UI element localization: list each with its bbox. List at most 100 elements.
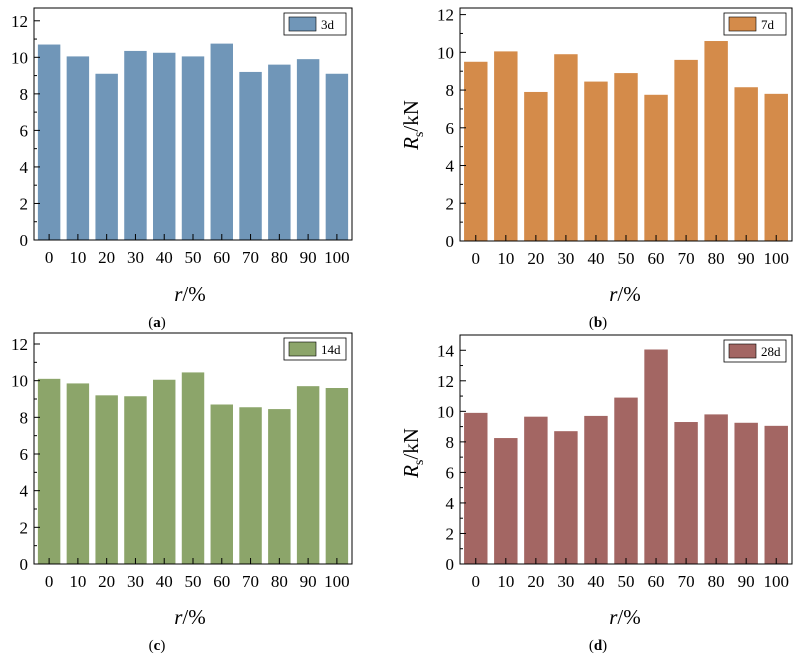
y-tick-label: 2 [20,518,29,537]
x-tick-label: 70 [678,249,695,268]
bar [296,386,320,564]
x-tick-label: 10 [69,248,86,267]
bar [494,438,518,564]
bar [764,425,788,564]
y-axis-variable: R [399,465,423,479]
x-axis-unit: /% [617,605,640,629]
bar [325,388,349,564]
x-tick-label: 30 [127,572,144,591]
legend-swatch [728,16,757,32]
y-tick-label: 6 [446,463,455,482]
bar [524,91,548,242]
y-tick-label: 6 [20,121,29,140]
y-tick-label: 0 [446,232,455,251]
bar [124,396,147,564]
panel-caption: (b) [589,315,607,331]
bar [644,349,668,564]
panel-b: 0 2 4 6 8 10 12 0 10 20 30 40 50 60 70 80 90 100 r/% Rs/kN 7… [399,6,793,331]
bar [296,59,320,241]
y-tick-label: 4 [20,482,29,501]
y-tick-label: 12 [11,12,28,31]
y-tick-label: 14 [437,341,455,360]
x-axis-title: r/% [174,282,206,306]
y-tick-label: 2 [446,524,455,543]
bar [554,431,578,564]
panel-caption: (d) [589,638,607,654]
y-tick-label: 10 [11,48,28,67]
panel-d: 0 2 4 6 8 10 12 14 0 10 20 30 40 50 60 70 80 90 100 r/% Rs/k… [399,334,793,654]
x-tick-label: 50 [618,572,635,591]
legend-label: 14d [321,342,341,357]
bar [181,372,205,564]
y-tick-label: 2 [446,194,455,213]
bar [95,395,118,564]
bar [210,43,233,241]
legend-label: 7d [761,17,775,32]
x-tick-label: 50 [618,249,635,268]
bar [239,407,262,564]
panel-caption: (a) [148,315,166,331]
x-axis-variable: r [174,282,183,306]
x-tick-label: 60 [648,572,665,591]
x-axis-title: r/% [609,605,641,629]
x-tick-label: 100 [763,249,789,268]
x-tick-label: 100 [763,572,789,591]
x-tick-label: 50 [185,248,202,267]
x-tick-label: 0 [472,249,481,268]
bar [95,73,118,240]
x-tick-label: 90 [300,248,317,267]
x-tick-label: 20 [527,249,544,268]
panel-c: 0 2 4 6 8 10 12 0 10 20 30 40 50 60 70 80 90 100 r/% 14d (c) [11,332,353,654]
bar [268,409,291,564]
y-tick-label: 12 [11,335,28,354]
y-tick-label: 4 [446,494,455,513]
legend-label: 3d [321,17,335,32]
x-tick-label: 80 [271,572,288,591]
x-tick-label: 10 [497,249,514,268]
y-tick-label: 8 [446,433,455,452]
y-tick-label: 6 [20,445,29,464]
x-axis-unit: /% [617,282,640,306]
bar [674,59,698,241]
x-tick-label: 10 [69,572,86,591]
bar [644,94,668,241]
bar [464,412,488,564]
bar [153,52,176,241]
bar [268,64,291,240]
x-axis-unit: /% [182,282,205,306]
x-tick-label: 70 [678,572,695,591]
y-tick-label: 4 [20,158,29,177]
legend: 3d [283,12,347,36]
bar [464,61,488,241]
x-tick-label: 30 [127,248,144,267]
bar [674,422,698,564]
x-tick-label: 100 [324,572,350,591]
panel-a: 0 2 4 6 8 10 12 0 10 20 30 40 50 60 70 80 90 100 r/% 3d (a) [11,7,353,331]
y-tick-label: 0 [20,555,29,574]
y-tick-label: 4 [446,157,455,176]
legend-label: 28d [761,344,781,359]
legend: 14d [283,337,347,361]
y-tick-label: 6 [446,119,455,138]
x-tick-label: 20 [98,572,115,591]
x-tick-label: 80 [708,249,725,268]
legend-swatch [728,343,757,359]
bar [153,379,176,564]
panel-caption: (c) [149,638,166,654]
legend-swatch [288,341,317,357]
x-tick-label: 30 [557,249,574,268]
bar [614,397,638,564]
x-tick-label: 0 [472,572,481,591]
x-axis-variable: r [609,605,618,629]
y-axis-title: Rs/kN [399,100,427,151]
y-tick-label: 10 [11,372,28,391]
x-tick-label: 90 [300,572,317,591]
x-tick-label: 100 [324,248,350,267]
y-axis-variable: R [399,137,423,151]
x-tick-label: 60 [213,572,230,591]
bar [554,54,578,241]
y-axis-unit: /kN [399,428,423,460]
y-tick-label: 8 [20,408,29,427]
y-tick-label: 10 [437,402,454,421]
